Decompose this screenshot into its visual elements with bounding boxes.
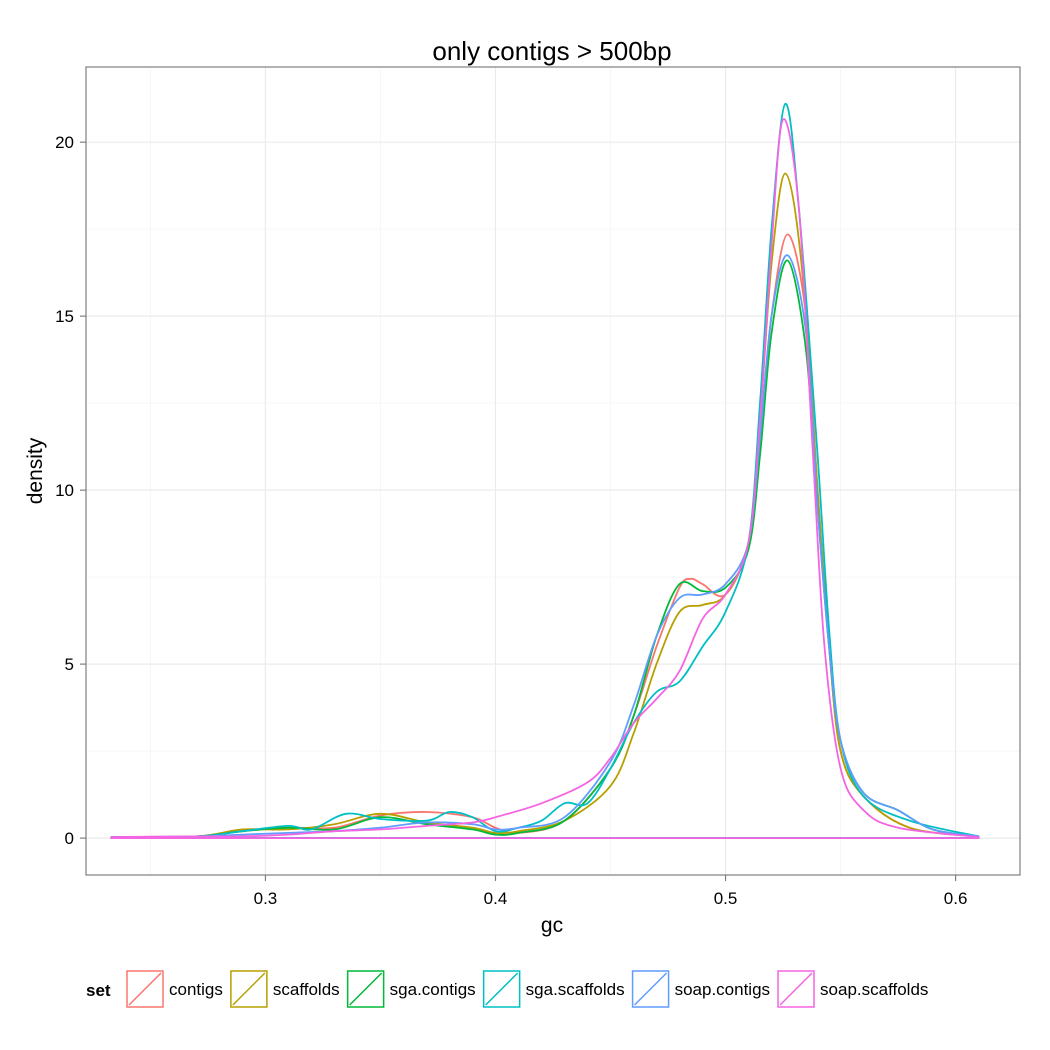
legend-key-line: [779, 972, 813, 1006]
legend: set contigs scaffolds sga.contigs sga.scaff…: [86, 970, 928, 1008]
legend-key-line: [232, 972, 266, 1006]
legend-key-line: [634, 972, 668, 1006]
series-layer: [110, 102, 980, 840]
legend-items: contigs scaffolds sga.contigs sga.scaffolds…: [126, 970, 928, 1008]
legend-item-sga-contigs: sga.contigs: [346, 970, 476, 1008]
y-tick-label: 20: [55, 133, 74, 152]
legend-label: soap.scaffolds: [820, 980, 928, 999]
legend-label: sga.scaffolds: [526, 980, 625, 999]
y-axis: 0 5 10 15 20: [55, 133, 86, 848]
x-axis-title: gc: [541, 914, 563, 937]
legend-label: soap.contigs: [675, 980, 770, 999]
y-tick-label: 0: [65, 829, 74, 848]
legend-key-line: [349, 972, 383, 1006]
legend-item-soap-scaffolds: soap.scaffolds: [777, 970, 928, 1008]
legend-item-scaffolds: scaffolds: [230, 970, 340, 1008]
series-line: [110, 102, 980, 838]
series-soap-scaffolds: [110, 118, 980, 840]
legend-item-sga-scaffolds: sga.scaffolds: [482, 970, 625, 1008]
plot-background: [86, 67, 1020, 875]
plot-panel: [85, 66, 1021, 876]
series-line: [110, 118, 980, 838]
legend-label: contigs: [169, 980, 223, 999]
x-tick-label: 0.5: [714, 889, 738, 908]
legend-item-soap-contigs: soap.contigs: [631, 970, 770, 1008]
chart-title: only contigs > 500bp: [432, 36, 671, 66]
legend-title: set: [86, 981, 111, 1000]
x-tick-label: 0.6: [944, 889, 968, 908]
plot-frame: [85, 66, 1021, 876]
legend-key-line: [128, 972, 162, 1006]
y-tick-label: 10: [55, 481, 74, 500]
x-axis: 0.3 0.4 0.5 0.6: [254, 875, 968, 908]
x-tick-label: 0.4: [484, 889, 508, 908]
legend-label: sga.contigs: [390, 980, 476, 999]
legend-item-contigs: contigs: [126, 970, 223, 1008]
series-line: [110, 254, 980, 838]
y-tick-label: 15: [55, 307, 74, 326]
x-tick-label: 0.3: [254, 889, 278, 908]
legend-label: scaffolds: [273, 980, 340, 999]
y-tick-label: 5: [65, 655, 74, 674]
y-axis-title: density: [24, 437, 47, 504]
legend-key-line: [485, 972, 519, 1006]
